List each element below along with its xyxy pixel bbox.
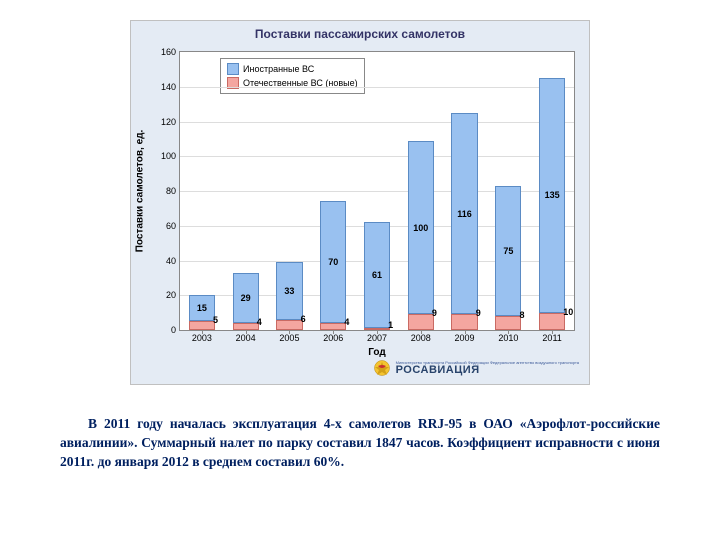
logo-block: Министерство транспорта Российской Федер… xyxy=(372,358,579,378)
bar-label-foreign: 135 xyxy=(539,190,565,200)
chart-title: Поставки пассажирских самолетов xyxy=(131,21,589,45)
body-text: В 2011 году началась эксплуатация 4-х са… xyxy=(60,415,660,472)
bar-label-domestic: 5 xyxy=(213,315,227,325)
y-tick: 40 xyxy=(166,256,180,266)
bar-label-domestic: 4 xyxy=(344,317,358,327)
legend-label-foreign: Иностранные ВС xyxy=(243,64,314,74)
bar-domestic xyxy=(408,314,434,330)
y-tick: 160 xyxy=(161,47,180,57)
y-tick: 100 xyxy=(161,151,180,161)
bar-domestic xyxy=(539,313,565,330)
bar-label-foreign: 15 xyxy=(189,303,215,313)
bar-label-domestic: 8 xyxy=(519,310,533,320)
y-tick: 80 xyxy=(166,186,180,196)
bar-domestic xyxy=(451,314,477,330)
y-tick: 120 xyxy=(161,117,180,127)
grid-line xyxy=(180,156,574,157)
bar-label-foreign: 100 xyxy=(408,223,434,233)
logo-text: РОСАВИАЦИЯ xyxy=(396,365,579,376)
bar-domestic xyxy=(495,316,521,330)
plot-area: Иностранные ВС Отечественные ВС (новые) … xyxy=(179,51,575,331)
legend-swatch-foreign xyxy=(227,63,239,75)
emblem-icon xyxy=(372,358,392,378)
bar-label-domestic: 4 xyxy=(257,317,271,327)
bar-domestic xyxy=(364,328,390,330)
grid-line xyxy=(180,87,574,88)
bar-domestic xyxy=(233,323,259,330)
y-tick: 60 xyxy=(166,221,180,231)
bar-label-domestic: 1 xyxy=(388,320,402,330)
y-tick: 20 xyxy=(166,290,180,300)
bar-label-foreign: 61 xyxy=(364,270,390,280)
chart-panel: Поставки пассажирских самолетов Иностран… xyxy=(130,20,590,385)
legend: Иностранные ВС Отечественные ВС (новые) xyxy=(220,58,365,94)
legend-item-domestic: Отечественные ВС (новые) xyxy=(227,76,358,90)
legend-item-foreign: Иностранные ВС xyxy=(227,62,358,76)
y-tick: 140 xyxy=(161,82,180,92)
bar-domestic xyxy=(320,323,346,330)
bar-label-foreign: 116 xyxy=(451,209,477,219)
y-axis-label: Поставки самолетов, ед. xyxy=(135,130,146,253)
bar-label-foreign: 29 xyxy=(233,293,259,303)
x-axis-label: Год xyxy=(368,347,386,358)
bar-domestic xyxy=(189,321,215,330)
bar-label-domestic: 10 xyxy=(563,307,577,317)
grid-line xyxy=(180,122,574,123)
bar-label-foreign: 33 xyxy=(276,286,302,296)
bar-label-domestic: 9 xyxy=(476,308,490,318)
bar-label-domestic: 9 xyxy=(432,308,446,318)
bar-label-domestic: 6 xyxy=(301,314,315,324)
bar-domestic xyxy=(276,320,302,330)
y-tick: 0 xyxy=(171,325,180,335)
bar-label-foreign: 75 xyxy=(495,246,521,256)
bar-label-foreign: 70 xyxy=(320,257,346,267)
